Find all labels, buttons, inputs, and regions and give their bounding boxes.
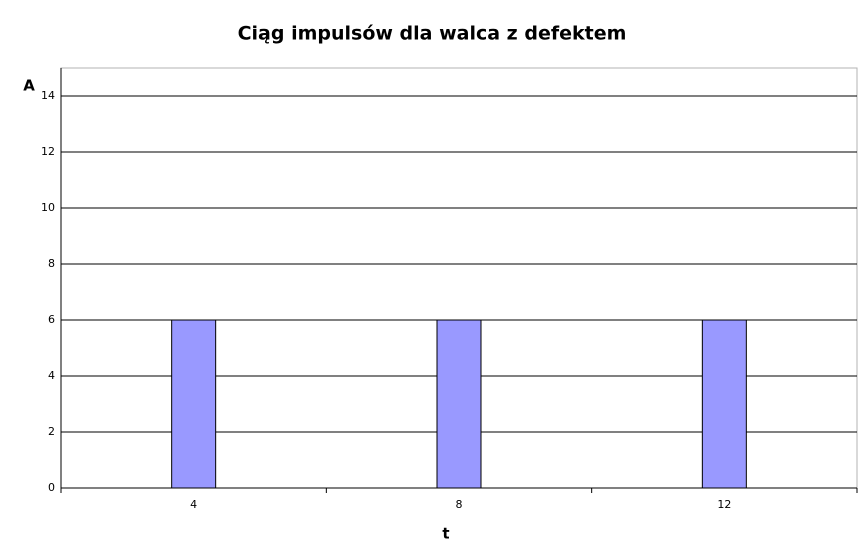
y-tick-label: 2 (48, 425, 55, 438)
y-tick-label: 8 (48, 257, 55, 270)
chart-title: Ciąg impulsów dla walca z defektem (238, 23, 627, 45)
y-axis-title: A (23, 77, 35, 95)
y-tick-label: 12 (41, 145, 55, 158)
y-tick-label: 14 (41, 89, 55, 102)
bar (701, 319, 747, 489)
y-tick-label: 4 (48, 369, 55, 382)
x-tick-label: 12 (717, 498, 731, 511)
x-tick-label: 4 (190, 498, 197, 511)
y-tick-label: 0 (48, 481, 55, 494)
x-axis-title: t (442, 525, 449, 543)
y-tick-label: 6 (48, 313, 55, 326)
bar (436, 319, 482, 489)
x-tick-label: 8 (456, 498, 463, 511)
bar (171, 319, 217, 489)
y-tick-label: 10 (41, 201, 55, 214)
